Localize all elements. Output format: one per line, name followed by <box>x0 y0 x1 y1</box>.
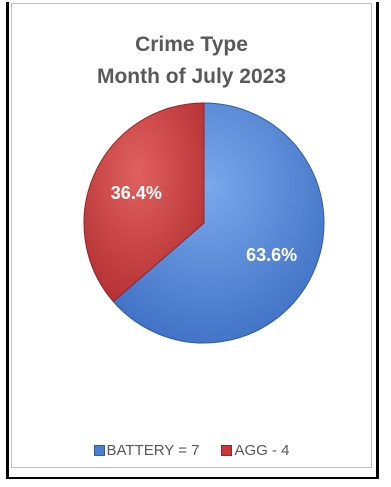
pie-label-agg: 36.4% <box>111 183 162 203</box>
legend-swatch-battery <box>93 445 105 456</box>
chart-title-line-1: Crime Type <box>135 33 248 56</box>
legend-label-battery: BATTERY = 7 <box>106 442 200 459</box>
pie-slice-agg <box>83 102 205 303</box>
outer-frame <box>6 2 379 479</box>
legend-item-battery: BATTERY = 7 <box>93 442 200 459</box>
legend-swatch-agg <box>221 445 233 456</box>
chart-title: Crime Type Month of July 2023 <box>12 29 371 93</box>
legend-label-agg: AGG - 4 <box>234 442 290 459</box>
pie-chart: 63.6% 36.4% <box>83 102 325 344</box>
chart-legend: BATTERY = 7 AGG - 4 <box>12 442 371 459</box>
legend-item-agg: AGG - 4 <box>221 442 289 459</box>
pie-slice-battery <box>112 102 325 344</box>
pie-label-battery: 63.6% <box>246 245 297 265</box>
chart-title-line-2: Month of July 2023 <box>96 65 287 88</box>
chart-panel: Crime Type Month of July 2023 63.6% 36.4%… <box>11 3 372 468</box>
